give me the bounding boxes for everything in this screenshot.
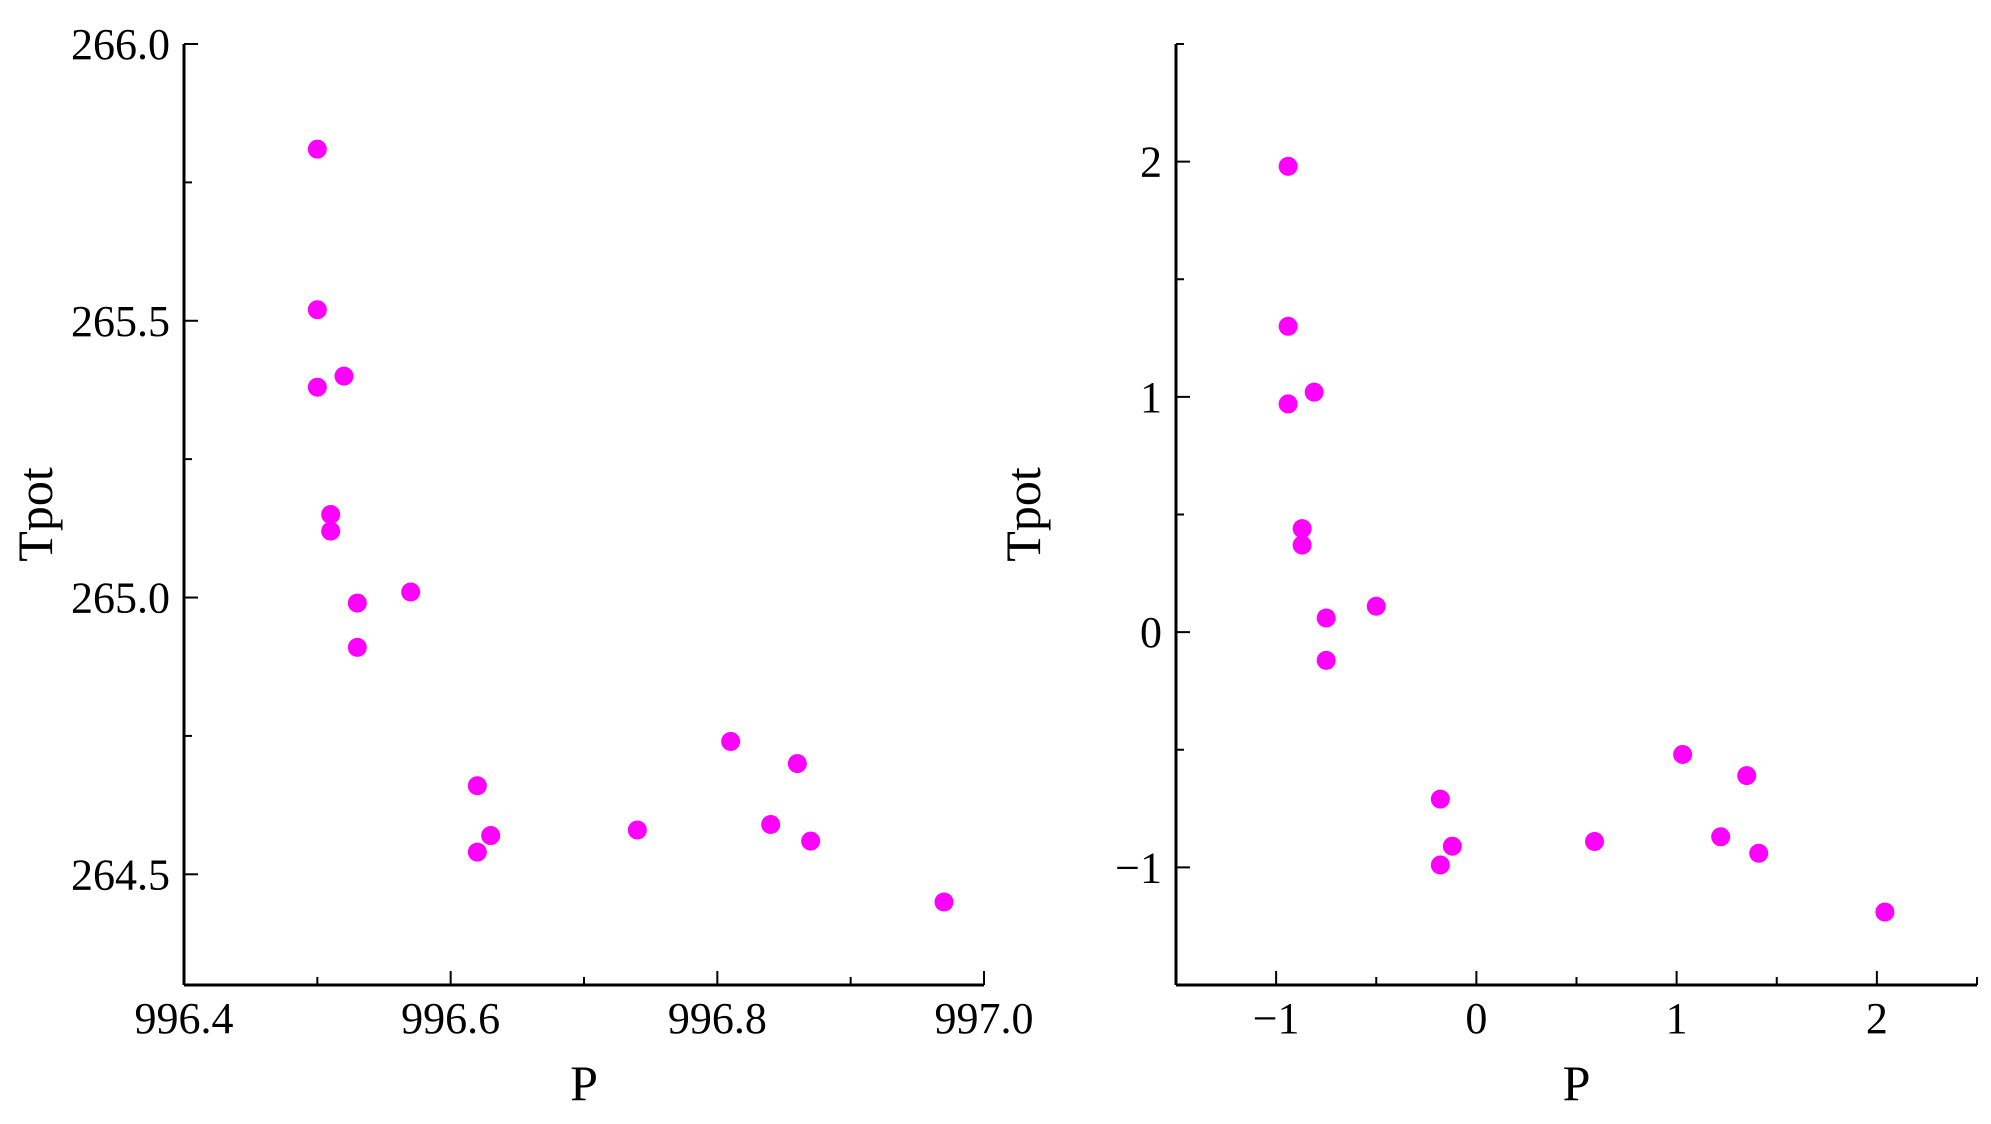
data-point (1304, 382, 1324, 402)
y-tick-label: −1 (1115, 843, 1162, 892)
data-point (1366, 596, 1386, 616)
data-point (1749, 843, 1769, 863)
data-point (1278, 394, 1298, 414)
y-tick-label: 2 (1140, 138, 1162, 187)
data-point (787, 754, 807, 774)
data-point (401, 582, 421, 602)
data-point (934, 892, 954, 912)
x-tick-label: −1 (1253, 994, 1300, 1043)
data-point (1875, 902, 1895, 922)
data-point (1292, 519, 1312, 539)
x-tick-label: 996.8 (668, 994, 767, 1043)
data-point (481, 826, 501, 846)
x-tick-label: 1 (1666, 994, 1688, 1043)
data-point (1430, 855, 1450, 875)
y-tick-label: 1 (1140, 373, 1162, 422)
x-tick-label: 0 (1465, 994, 1487, 1043)
data-point (307, 300, 327, 320)
data-point (801, 831, 821, 851)
data-point (1737, 766, 1757, 786)
x-tick-label: 996.4 (135, 994, 234, 1043)
x-tick-label: 996.6 (401, 994, 500, 1043)
data-point (334, 366, 354, 386)
data-point (1430, 789, 1450, 809)
data-point (321, 505, 341, 524)
data-point (1278, 156, 1298, 176)
data-point (467, 842, 487, 862)
data-point (627, 820, 647, 840)
data-point (467, 776, 487, 796)
y-axis-title: Tpot (7, 467, 63, 562)
x-tick-label: 997.0 (935, 994, 1034, 1043)
data-point (1585, 831, 1605, 851)
data-point (1442, 836, 1462, 856)
y-axis-title: Tpot (995, 467, 1051, 562)
y-tick-label: 0 (1140, 608, 1162, 657)
data-point (321, 521, 341, 541)
data-point (307, 139, 327, 159)
data-point (1316, 608, 1336, 628)
data-point (721, 731, 741, 751)
data-point (761, 814, 781, 834)
y-tick-label: 264.5 (71, 850, 170, 899)
data-point (1673, 744, 1693, 764)
data-point (307, 377, 327, 397)
data-point (347, 593, 367, 613)
data-point (347, 637, 367, 657)
left-scatter-plot: 996.4 996.6 996.8 997.0 264.5 265.0 265.5 266.0… (7, 20, 1034, 1111)
y-tick-label: 266.0 (71, 20, 170, 69)
x-axis-title: P (570, 1055, 598, 1111)
y-tick-label: 265.5 (71, 297, 170, 346)
y-tick-label: 265.0 (71, 574, 170, 623)
x-axis-title: P (1563, 1055, 1591, 1111)
right-scatter-plot: −1 0 1 2 −1 0 1 2 P Tpot (995, 43, 1978, 1111)
x-tick-label: 2 (1866, 994, 1888, 1043)
data-point (1292, 535, 1312, 555)
data-point (1711, 827, 1731, 847)
data-point (1316, 650, 1336, 670)
data-point (1278, 316, 1298, 336)
